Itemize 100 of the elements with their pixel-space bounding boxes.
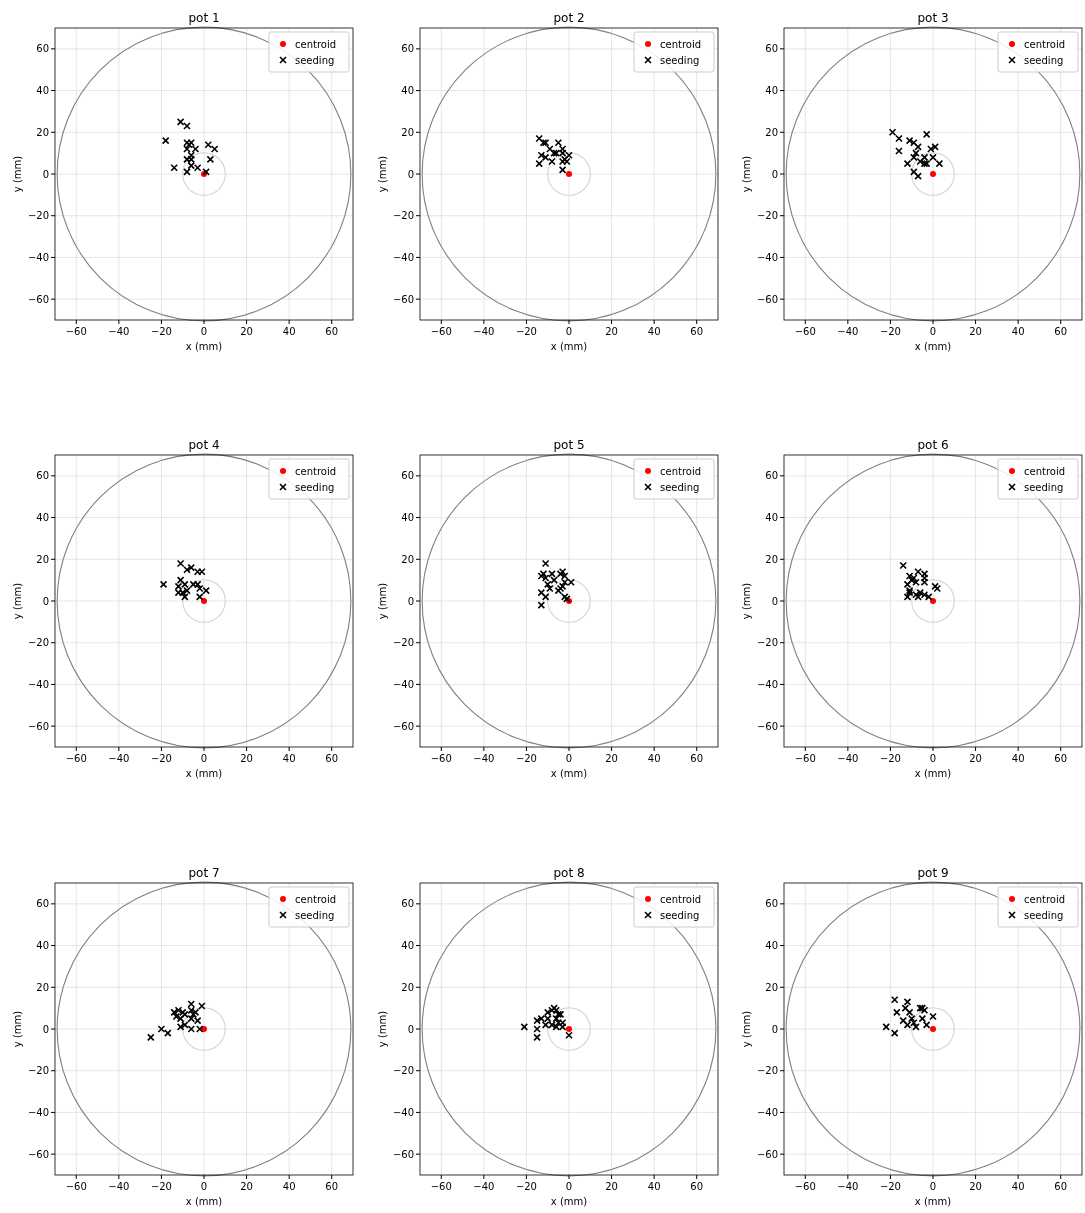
point — [931, 143, 939, 151]
point — [918, 1014, 927, 1023]
chart-title: pot 2 — [553, 11, 585, 25]
legend-label: seeding — [1024, 481, 1064, 493]
x-tick-label: −60 — [65, 753, 87, 764]
y-tick-label: −60 — [27, 293, 49, 305]
x-tick-label: 0 — [929, 1181, 937, 1192]
x-tick-label: −20 — [515, 753, 537, 764]
x-tick-label: −60 — [794, 1181, 816, 1192]
x-tick-label: −60 — [65, 1181, 87, 1192]
x-tick-label: 60 — [690, 753, 704, 764]
x-tick-label: 0 — [565, 326, 573, 337]
y-tick-label: −60 — [392, 1148, 414, 1160]
y-tick-label: −20 — [27, 637, 49, 649]
y-tick-label: −20 — [27, 1065, 49, 1077]
x-tick-label: 20 — [605, 326, 618, 337]
y-axis-title: y (mm) — [12, 155, 23, 193]
legend-label: centroid — [295, 893, 337, 905]
legend-label: seeding — [1024, 54, 1064, 66]
y-tick-label: −40 — [756, 251, 778, 263]
legend-label: centroid — [1024, 38, 1066, 50]
x-tick-label: 0 — [565, 753, 573, 764]
x-tick-label: 40 — [647, 1181, 661, 1192]
y-tick-label: −60 — [392, 293, 414, 305]
y-tick-label: −20 — [392, 210, 414, 222]
y-tick-label: 60 — [401, 470, 414, 482]
y-tick-label: 0 — [771, 1023, 778, 1035]
point — [924, 593, 933, 601]
y-tick-label: 20 — [401, 981, 414, 993]
x-tick-label: −60 — [430, 753, 452, 764]
legend-label: seeding — [660, 481, 700, 493]
legend-label: centroid — [660, 465, 702, 477]
point — [905, 136, 914, 145]
y-tick-label: −20 — [756, 637, 778, 649]
y-tick-label: −60 — [392, 720, 414, 732]
x-axis-title: x (mm) — [550, 1196, 588, 1207]
x-axis-title: x (mm) — [550, 341, 588, 352]
y-tick-label: −60 — [27, 720, 49, 732]
x-tick-label: 40 — [1011, 326, 1025, 337]
point — [195, 593, 204, 601]
x-tick-label: −60 — [430, 1181, 452, 1192]
x-tick-label: −60 — [430, 326, 452, 337]
x-tick-label: −20 — [879, 1181, 901, 1192]
x-tick-label: −20 — [879, 753, 901, 764]
x-tick-label: 40 — [647, 753, 661, 764]
y-tick-label: 60 — [36, 898, 49, 910]
x-tick-label: −20 — [515, 1181, 537, 1192]
point — [905, 1008, 914, 1017]
y-tick-label: 20 — [36, 553, 49, 565]
point — [198, 1002, 206, 1010]
x-tick-label: 20 — [605, 753, 618, 764]
x-tick-label: 20 — [605, 1181, 618, 1192]
x-tick-label: −40 — [108, 753, 130, 764]
y-tick-label: 0 — [407, 1023, 414, 1035]
x-tick-label: 20 — [969, 1181, 982, 1192]
chart-title: pot 5 — [553, 438, 585, 452]
point — [543, 580, 552, 589]
y-tick-label: −40 — [392, 251, 414, 263]
point — [914, 143, 922, 151]
y-tick-label: 60 — [765, 43, 778, 55]
point — [916, 588, 925, 597]
y-tick-label: 0 — [42, 1023, 49, 1035]
y-tick-label: −20 — [756, 210, 778, 222]
x-tick-label: −40 — [837, 753, 859, 764]
point — [914, 172, 922, 180]
y-tick-label: 40 — [401, 512, 414, 524]
x-tick-label: −20 — [515, 326, 537, 337]
x-tick-label: 60 — [1054, 753, 1068, 764]
legend-label: seeding — [1024, 909, 1064, 921]
point — [161, 136, 170, 145]
y-tick-label: −60 — [756, 720, 778, 732]
y-tick-label: 60 — [36, 470, 49, 482]
y-axis-title: y (mm) — [12, 582, 23, 620]
point — [146, 1033, 155, 1042]
x-tick-label: −40 — [473, 326, 495, 337]
legend-label: centroid — [660, 893, 702, 905]
y-axis-title: y (mm) — [377, 1010, 388, 1048]
legend-label: seeding — [660, 909, 700, 921]
x-tick-label: 20 — [240, 1181, 253, 1192]
legend-label: seeding — [295, 54, 335, 66]
chart-title: pot 4 — [188, 438, 220, 452]
y-axis-title: y (mm) — [741, 582, 752, 620]
y-tick-label: −20 — [756, 1065, 778, 1077]
point — [541, 559, 550, 568]
point — [541, 153, 550, 162]
chart-title: pot 1 — [188, 11, 220, 25]
y-tick-label: 0 — [771, 168, 778, 180]
y-tick-label: 40 — [36, 940, 49, 952]
x-tick-label: 60 — [325, 326, 339, 337]
x-tick-label: −40 — [108, 326, 130, 337]
x-tick-label: −20 — [879, 326, 901, 337]
x-tick-label: 40 — [282, 1181, 296, 1192]
x-tick-label: 60 — [690, 1181, 704, 1192]
chart-title: pot 9 — [917, 866, 949, 880]
point — [206, 155, 215, 164]
x-axis-title: x (mm) — [914, 768, 952, 779]
y-tick-label: 20 — [36, 981, 49, 993]
point — [193, 580, 202, 589]
x-tick-label: 40 — [282, 753, 296, 764]
x-axis-title: x (mm) — [185, 1196, 223, 1207]
